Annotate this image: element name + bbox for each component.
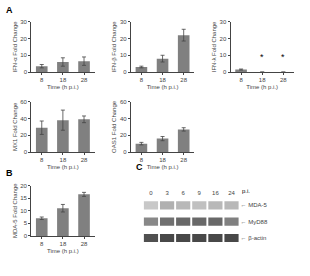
svg-text:28: 28 [280, 77, 287, 83]
svg-text:MX1 Fold Change: MX1 Fold Change [12, 102, 18, 151]
svg-text:28: 28 [180, 157, 187, 163]
svg-text:18: 18 [60, 77, 67, 83]
svg-text:Time (h p.i.): Time (h p.i.) [147, 84, 179, 90]
svg-text:20: 20 [20, 183, 27, 189]
svg-text:Time (h p.i.): Time (h p.i.) [147, 164, 179, 170]
svg-text:IFN-β Fold Change: IFN-β Fold Change [111, 21, 117, 73]
svg-text:8: 8 [40, 77, 44, 83]
svg-text:28: 28 [180, 77, 187, 83]
svg-text:18: 18 [159, 77, 166, 83]
svg-text:60: 60 [120, 99, 127, 105]
svg-text:0: 0 [24, 233, 28, 239]
svg-text:18: 18 [159, 157, 166, 163]
svg-text:← MDA-5: ← MDA-5 [241, 202, 268, 208]
svg-text:20: 20 [20, 132, 27, 138]
svg-text:0: 0 [149, 190, 153, 196]
svg-text:24: 24 [228, 190, 235, 196]
svg-text:Time (h p.i.): Time (h p.i.) [47, 248, 79, 254]
svg-text:28: 28 [81, 241, 88, 247]
svg-text:*: * [260, 52, 264, 62]
svg-text:20: 20 [220, 36, 227, 42]
svg-text:30: 30 [220, 19, 227, 25]
svg-text:Time (h p.i.): Time (h p.i.) [47, 84, 79, 90]
svg-text:A: A [6, 5, 13, 15]
svg-text:B: B [6, 168, 13, 178]
svg-text:9: 9 [198, 190, 202, 196]
svg-text:← MyD88: ← MyD88 [241, 219, 268, 225]
svg-text:Time (h p.i.): Time (h p.i.) [246, 84, 278, 90]
svg-text:← β-actin: ← β-actin [241, 235, 267, 241]
svg-text:20: 20 [120, 36, 127, 42]
svg-text:p.i.: p.i. [242, 188, 250, 194]
svg-text:10: 10 [20, 52, 27, 58]
svg-text:40: 40 [20, 116, 27, 122]
svg-text:18: 18 [60, 241, 67, 247]
svg-text:Time (h p.i.): Time (h p.i.) [47, 164, 79, 170]
svg-text:10: 10 [120, 52, 127, 58]
svg-text:28: 28 [81, 77, 88, 83]
svg-text:28: 28 [81, 157, 88, 163]
svg-text:OAS1 Fold Change: OAS1 Fold Change [111, 100, 117, 153]
svg-text:8: 8 [40, 241, 44, 247]
svg-text:0: 0 [24, 149, 28, 155]
svg-text:10: 10 [220, 52, 227, 58]
svg-text:MDA-5 Fold Change: MDA-5 Fold Change [12, 183, 18, 238]
svg-text:6: 6 [182, 190, 186, 196]
svg-text:0: 0 [123, 149, 127, 155]
svg-text:20: 20 [20, 36, 27, 42]
svg-text:8: 8 [140, 157, 144, 163]
svg-text:5: 5 [24, 220, 28, 226]
svg-text:30: 30 [120, 19, 127, 25]
svg-text:C: C [136, 162, 143, 172]
svg-text:30: 30 [20, 19, 27, 25]
svg-text:0: 0 [223, 69, 227, 75]
svg-text:18: 18 [60, 157, 67, 163]
svg-text:3: 3 [165, 190, 169, 196]
svg-text:60: 60 [20, 99, 27, 105]
svg-text:0: 0 [24, 69, 28, 75]
svg-text:8: 8 [40, 157, 44, 163]
svg-text:*: * [281, 52, 285, 62]
svg-text:10: 10 [20, 208, 27, 214]
svg-text:18: 18 [259, 77, 266, 83]
svg-text:8: 8 [239, 77, 243, 83]
svg-text:0: 0 [123, 69, 127, 75]
svg-text:IFN-λ Fold Change: IFN-λ Fold Change [211, 21, 217, 72]
svg-text:40: 40 [120, 116, 127, 122]
svg-text:20: 20 [120, 132, 127, 138]
svg-text:16: 16 [212, 190, 219, 196]
svg-text:15: 15 [20, 195, 27, 201]
svg-text:IFN-α Fold Change: IFN-α Fold Change [12, 21, 18, 73]
svg-text:8: 8 [140, 77, 144, 83]
